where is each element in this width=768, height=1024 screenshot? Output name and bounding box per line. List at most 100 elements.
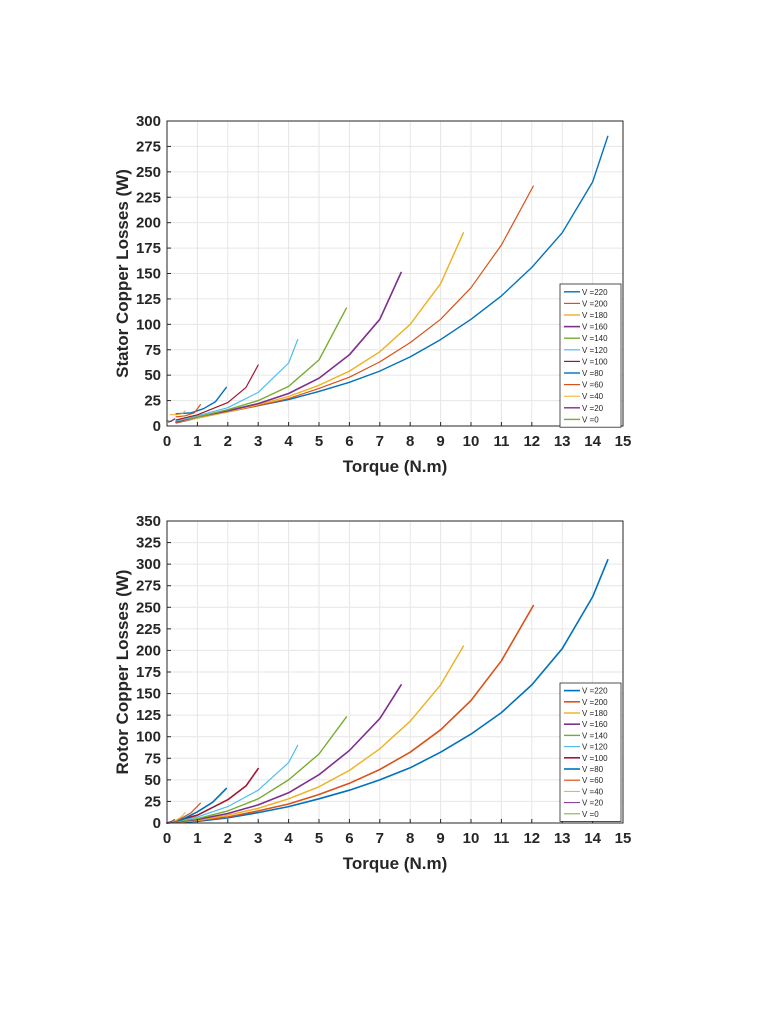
series-line-v180 [175, 232, 465, 423]
x-axis-label: Torque (N.m) [343, 854, 448, 873]
legend-box [559, 283, 622, 428]
legend-label: V =140 [582, 731, 608, 740]
y-tick-label: 300 [136, 556, 161, 573]
x-tick-label: 9 [436, 433, 444, 450]
x-tick-label: 3 [254, 433, 262, 450]
legend-label: V =60 [582, 381, 604, 390]
x-tick-label: 1 [193, 433, 201, 450]
y-tick-label: 250 [136, 599, 161, 616]
legend: V =220 V =200 V =180 V =160 V =140 V =120 V =1… [559, 682, 622, 822]
y-tick-label: 100 [136, 316, 161, 333]
series-line-v180 [166, 645, 465, 824]
y-tick-label: 150 [136, 686, 161, 703]
y-tick-label: 0 [153, 815, 161, 832]
y-tick-label: 100 [136, 729, 161, 746]
x-tick-label: 15 [615, 830, 632, 847]
y-tick-label: 25 [144, 793, 161, 810]
x-tick-label: 15 [615, 433, 632, 450]
series-line-v200 [166, 604, 535, 824]
series-line-v40 [169, 410, 186, 416]
y-tick-label: 50 [144, 772, 161, 789]
y-tick-label: 125 [136, 707, 161, 724]
y-tick-label: 225 [136, 621, 161, 638]
y-axis-label: Rotor Copper Losses (W) [113, 570, 132, 775]
x-tick-label: 14 [584, 830, 601, 847]
y-tick-label: 225 [136, 189, 161, 206]
x-tick-label: 12 [523, 830, 540, 847]
series-line-v100 [175, 364, 259, 421]
series-line-v20 [167, 418, 176, 423]
legend-label: V =180 [582, 311, 608, 320]
series-line-v220 [166, 559, 609, 824]
series-line-v120 [166, 744, 299, 824]
legend-label: V =40 [582, 392, 604, 401]
legend: V =220 V =200 V =180 V =160 V =140 V =120 V =1… [559, 283, 622, 428]
legend-label: V =20 [582, 404, 604, 413]
legend-label: V =200 [582, 299, 608, 308]
y-tick-label: 175 [136, 664, 161, 681]
x-tick-label: 7 [376, 830, 384, 847]
y-tick-label: 75 [144, 750, 161, 767]
x-tick-label: 11 [493, 433, 509, 450]
y-tick-label: 0 [153, 418, 161, 435]
x-tick-label: 8 [406, 830, 414, 847]
y-tick-label: 50 [144, 367, 161, 384]
x-tick-label: 11 [493, 830, 509, 847]
x-tick-label: 10 [463, 433, 480, 450]
legend-label: V =160 [582, 323, 608, 332]
x-tick-label: 2 [224, 433, 232, 450]
y-tick-label: 325 [136, 535, 161, 552]
y-tick-label: 300 [136, 113, 161, 130]
x-tick-label: 6 [345, 830, 353, 847]
series-line-v160 [166, 684, 402, 824]
y-tick-label: 200 [136, 642, 161, 659]
y-tick-label: 275 [136, 578, 161, 595]
x-tick-label: 10 [463, 830, 480, 847]
y-tick-label: 350 [136, 513, 161, 530]
legend-label: V =120 [582, 346, 608, 355]
x-tick-label: 8 [406, 433, 414, 450]
legend-box [559, 682, 622, 822]
legend-label: V =100 [582, 754, 608, 763]
x-tick-label: 13 [554, 830, 571, 847]
series-line-v140 [166, 716, 348, 824]
x-tick-label: 1 [193, 830, 201, 847]
x-tick-label: 5 [315, 433, 323, 450]
y-tick-label: 150 [136, 266, 161, 283]
series-line-v140 [175, 307, 348, 422]
legend-label: V =220 [582, 687, 608, 696]
x-tick-label: 6 [345, 433, 353, 450]
legend-label: V =20 [582, 799, 604, 808]
series-line-v120 [175, 339, 299, 422]
x-tick-label: 5 [315, 830, 323, 847]
y-tick-label: 125 [136, 291, 161, 308]
x-tick-label: 7 [376, 433, 384, 450]
series-group [166, 135, 609, 424]
y-tick-label: 275 [136, 138, 161, 155]
legend-label: V =80 [582, 765, 604, 774]
y-tick-label: 200 [136, 215, 161, 232]
x-tick-label: 4 [284, 433, 293, 450]
legend-label: V =160 [582, 720, 608, 729]
y-tick-label: 75 [144, 342, 161, 359]
x-tick-label: 12 [523, 433, 540, 450]
y-tick-label: 175 [136, 240, 161, 257]
y-axis-label: Stator Copper Losses (W) [113, 169, 132, 378]
series-line-v60 [175, 404, 201, 418]
legend-label: V =140 [582, 334, 608, 343]
x-tick-label: 4 [284, 830, 293, 847]
x-tick-label: 14 [584, 433, 601, 450]
ticks: 0 1 2 3 4 5 6 7 8 9 10 11 12 13 14 15025507510012515017… [136, 513, 631, 847]
x-tick-label: 0 [163, 830, 171, 847]
x-axis-label: Torque (N.m) [343, 457, 448, 476]
y-tick-label: 25 [144, 393, 161, 410]
legend-label: V =60 [582, 776, 604, 785]
series-line-v80 [175, 386, 227, 415]
y-tick-label: 250 [136, 164, 161, 181]
stator-copper-losses-chart: 0 1 2 3 4 5 6 7 8 9 10 11 12 13 14 15025507510012515017… [113, 113, 631, 476]
series-group [166, 559, 609, 824]
grid [166, 120, 624, 427]
legend-label: V =120 [582, 743, 608, 752]
x-tick-label: 2 [224, 830, 232, 847]
series-line-v20 [166, 819, 176, 824]
